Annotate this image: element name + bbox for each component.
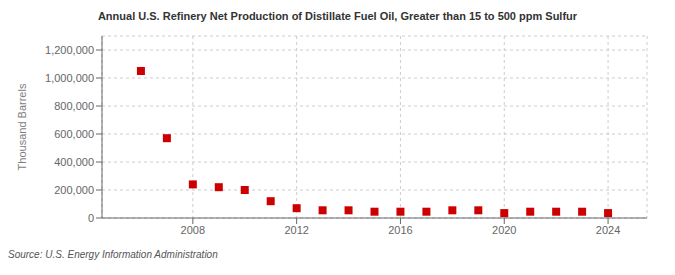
svg-text:2012: 2012: [284, 224, 308, 236]
svg-text:1,000,000: 1,000,000: [45, 72, 94, 84]
svg-text:2008: 2008: [181, 224, 205, 236]
svg-text:800,000: 800,000: [54, 100, 94, 112]
svg-text:400,000: 400,000: [54, 156, 94, 168]
svg-text:200,000: 200,000: [54, 184, 94, 196]
svg-text:1,200,000: 1,200,000: [45, 44, 94, 56]
html-text:Annual U.S. Refinery Net Produ: Annual U.S. Refinery Net Production of D…: [97, 10, 578, 22]
svg-text:2020: 2020: [492, 224, 516, 236]
svg-text:2024: 2024: [596, 224, 620, 236]
svg-text:600,000: 600,000: [54, 128, 94, 140]
svg-text:Thousand Barrels: Thousand Barrels: [16, 83, 28, 170]
svg-text:0: 0: [88, 212, 94, 224]
html-text:Source: U.S. Energy Informatio: Source: U.S. Energy Information Administ…: [8, 249, 218, 260]
svg-text:2016: 2016: [388, 224, 412, 236]
